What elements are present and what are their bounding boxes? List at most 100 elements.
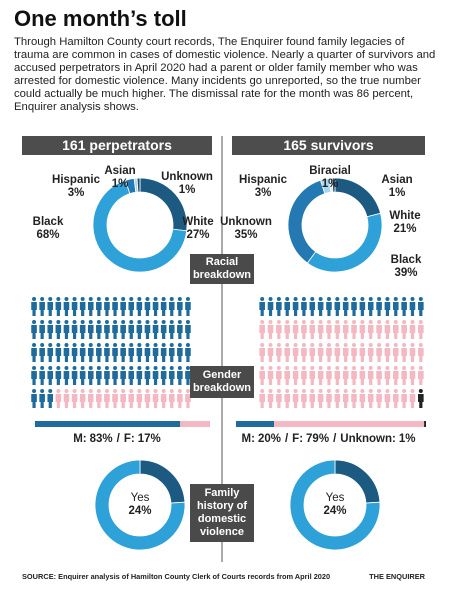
person-icon bbox=[136, 343, 143, 362]
value-label: 1% bbox=[112, 178, 129, 190]
person-icon bbox=[401, 297, 407, 316]
person-icon bbox=[39, 320, 45, 339]
person-icon bbox=[259, 343, 265, 362]
person-icon bbox=[267, 343, 274, 362]
category-label: M: bbox=[73, 433, 87, 445]
separator: / bbox=[284, 433, 289, 445]
person-icon bbox=[71, 343, 78, 362]
person-icon bbox=[63, 366, 70, 385]
value-label: 21% bbox=[393, 223, 416, 235]
person-icon bbox=[409, 366, 416, 385]
person-icon bbox=[309, 389, 316, 408]
person-icon bbox=[120, 366, 126, 385]
value-label: 1% bbox=[389, 187, 406, 199]
person-icon bbox=[326, 366, 332, 385]
donut-slice bbox=[306, 212, 383, 273]
person-icon bbox=[96, 320, 102, 339]
person-icon bbox=[31, 297, 37, 316]
category-label: F: bbox=[292, 433, 304, 445]
person-icon bbox=[120, 343, 126, 362]
person-icon bbox=[267, 366, 274, 385]
person-icon bbox=[392, 297, 399, 316]
person-icon bbox=[128, 366, 135, 385]
slice-label: Yes bbox=[131, 492, 150, 504]
person-icon bbox=[120, 297, 126, 316]
person-icon bbox=[47, 389, 54, 408]
person-icon bbox=[136, 366, 143, 385]
person-icon bbox=[160, 366, 167, 385]
gender-bar bbox=[180, 421, 210, 427]
person-icon bbox=[276, 297, 282, 316]
person-icon bbox=[71, 366, 78, 385]
person-icon bbox=[152, 297, 159, 316]
person-icon bbox=[317, 297, 324, 316]
person-icon bbox=[47, 320, 54, 339]
person-icon bbox=[401, 366, 407, 385]
person-icon bbox=[326, 389, 332, 408]
person-icon bbox=[376, 389, 382, 408]
donut-slice bbox=[334, 177, 382, 218]
person-icon bbox=[367, 389, 374, 408]
person-icon bbox=[96, 389, 102, 408]
person-icon bbox=[376, 343, 382, 362]
person-icon bbox=[71, 297, 78, 316]
person-icon bbox=[112, 366, 118, 385]
person-icon bbox=[351, 366, 357, 385]
person-icon bbox=[87, 389, 94, 408]
person-icon bbox=[342, 366, 349, 385]
donut-slice bbox=[94, 459, 186, 551]
person-icon bbox=[301, 297, 307, 316]
person-icon bbox=[160, 297, 167, 316]
person-icon bbox=[384, 343, 391, 362]
person-icon bbox=[334, 343, 341, 362]
person-icon bbox=[317, 389, 324, 408]
person-icon bbox=[276, 320, 282, 339]
person-icon bbox=[128, 389, 135, 408]
category-label: Unknown: bbox=[340, 433, 396, 445]
value-label: 1% bbox=[398, 433, 416, 445]
slice-label: Yes bbox=[326, 492, 345, 504]
person-icon bbox=[267, 297, 274, 316]
person-icon bbox=[326, 320, 332, 339]
person-icon bbox=[185, 343, 191, 362]
person-icon bbox=[185, 366, 191, 385]
person-icon bbox=[47, 343, 54, 362]
person-icon bbox=[31, 343, 37, 362]
person-icon bbox=[409, 343, 416, 362]
person-icon bbox=[144, 343, 151, 362]
person-icon bbox=[177, 320, 183, 339]
value-label: 1% bbox=[322, 178, 339, 190]
value-label: 39% bbox=[394, 267, 417, 279]
person-icon bbox=[418, 343, 424, 362]
person-icon bbox=[136, 320, 143, 339]
person-icon bbox=[392, 389, 399, 408]
person-icon bbox=[359, 320, 366, 339]
person-icon bbox=[79, 320, 86, 339]
value-label: 3% bbox=[255, 187, 272, 199]
person-icon bbox=[384, 366, 391, 385]
person-icon bbox=[376, 366, 382, 385]
slice-label: Biracial bbox=[309, 165, 351, 177]
person-icon bbox=[63, 389, 70, 408]
gender-label: M: 83% / F: 17% bbox=[22, 433, 212, 445]
credit: THE ENQUIRER bbox=[369, 572, 425, 581]
person-icon bbox=[55, 297, 62, 316]
person-icon bbox=[367, 366, 374, 385]
person-icon bbox=[96, 343, 102, 362]
person-icon bbox=[185, 297, 191, 316]
donut-slice bbox=[289, 459, 381, 551]
person-icon bbox=[351, 389, 357, 408]
person-icon bbox=[284, 343, 291, 362]
person-icon bbox=[168, 389, 175, 408]
person-icon bbox=[79, 389, 86, 408]
slice-label: Unknown bbox=[161, 171, 213, 183]
slice-label: Asian bbox=[381, 174, 412, 186]
slice-label: White bbox=[389, 210, 420, 222]
person-icon bbox=[168, 343, 175, 362]
person-icon bbox=[342, 320, 349, 339]
person-icon bbox=[418, 389, 424, 408]
person-icon bbox=[177, 343, 183, 362]
title: One month’s toll bbox=[14, 6, 187, 31]
person-icon bbox=[55, 343, 62, 362]
